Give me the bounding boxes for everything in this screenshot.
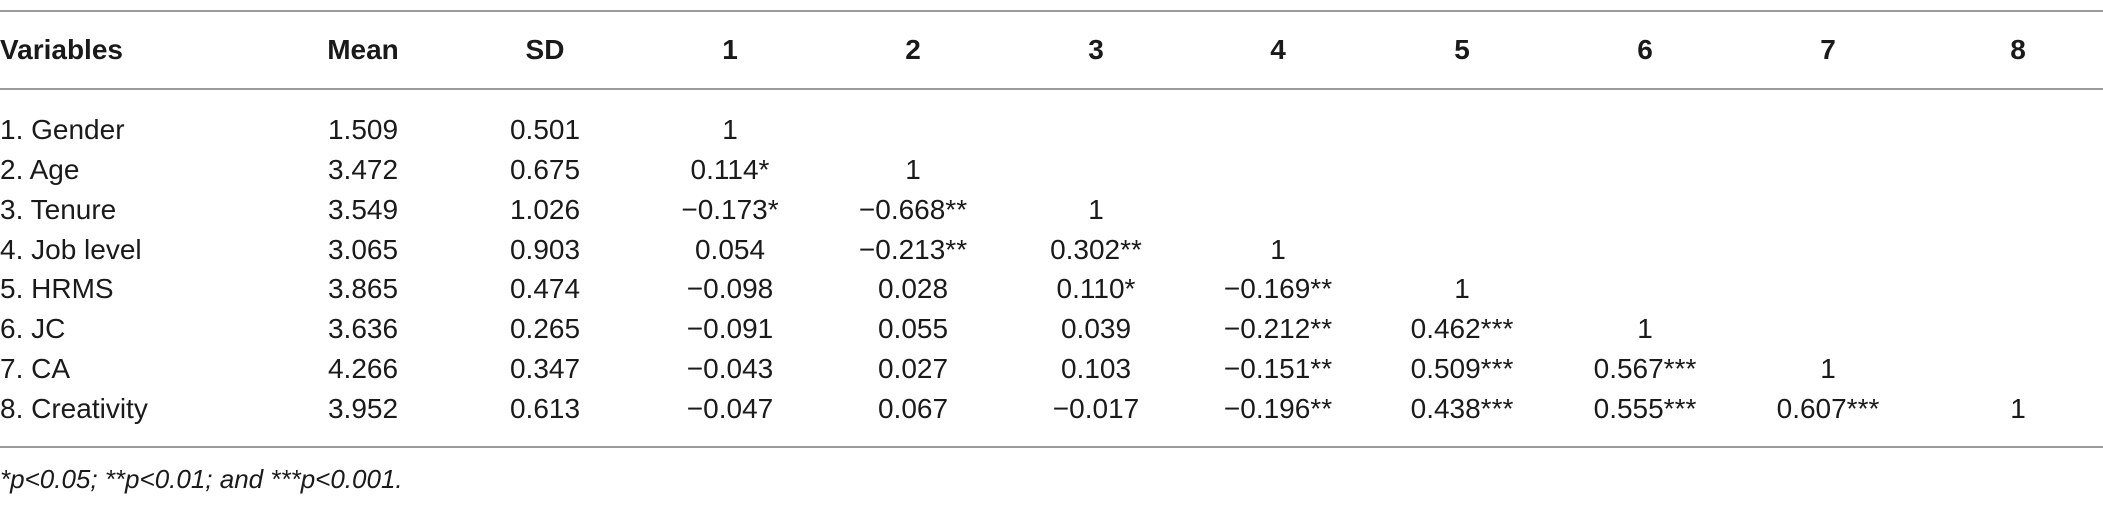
table-cell: 1 xyxy=(1088,194,1104,225)
table-cell: 0.613 xyxy=(509,393,581,424)
table-cell: 0.302** xyxy=(1050,234,1142,265)
table-cell: 1 xyxy=(905,154,921,185)
header-col-5: 5 xyxy=(1454,34,1470,65)
table-footnote: *p<0.05; **p<0.01; and ***p<0.001. xyxy=(0,464,403,494)
table-cell: 3.065 xyxy=(327,234,399,265)
table-cell: 0.054 xyxy=(694,234,766,265)
table-cell: 0.903 xyxy=(509,234,581,265)
table-cell: −0.668** xyxy=(858,194,968,225)
table-cell: 0.067 xyxy=(877,393,949,424)
table-cell: 3.636 xyxy=(327,313,399,344)
table-cell: 0.567*** xyxy=(1593,353,1697,384)
table-cell: −0.017 xyxy=(1052,393,1140,424)
table-cell: −0.043 xyxy=(686,353,774,384)
table-top-rule xyxy=(0,10,2103,12)
row-label: 6. JC xyxy=(0,313,66,344)
table-cell: 0.028 xyxy=(877,273,949,304)
header-col-mean: Mean xyxy=(327,34,399,65)
table-cell: 0.027 xyxy=(877,353,949,384)
table-cell: 1 xyxy=(1270,234,1286,265)
row-label: 8. Creativity xyxy=(0,393,148,424)
table-cell: 0.555*** xyxy=(1593,393,1697,424)
table-cell: 0.474 xyxy=(509,273,581,304)
table-cell: 1 xyxy=(1820,353,1836,384)
table-cell: 1 xyxy=(722,114,738,145)
table-cell: 0.438*** xyxy=(1410,393,1514,424)
table-cell: 0.607*** xyxy=(1776,393,1880,424)
table-cell: −0.098 xyxy=(686,273,774,304)
table-cell: 0.055 xyxy=(877,313,949,344)
table-cell: −0.212** xyxy=(1223,313,1333,344)
table-cell: 3.952 xyxy=(327,393,399,424)
table-cell: −0.047 xyxy=(686,393,774,424)
table-cell: −0.151** xyxy=(1223,353,1333,384)
header-col-1: 1 xyxy=(722,34,738,65)
table-cell: 0.103 xyxy=(1060,353,1132,384)
table-cell: −0.091 xyxy=(686,313,774,344)
header-col-8: 8 xyxy=(2010,34,2026,65)
header-col-7: 7 xyxy=(1820,34,1836,65)
table-cell: 1.026 xyxy=(509,194,581,225)
header-variables: Variables xyxy=(0,34,123,65)
table-cell: −0.169** xyxy=(1223,273,1333,304)
row-label: 2. Age xyxy=(0,154,80,185)
header-col-2: 2 xyxy=(905,34,921,65)
table-cell: 1 xyxy=(2010,393,2026,424)
table-cell: 1.509 xyxy=(327,114,399,145)
table-cell: −0.196** xyxy=(1223,393,1333,424)
table-cell: 1 xyxy=(1637,313,1653,344)
header-col-4: 4 xyxy=(1270,34,1286,65)
row-label: 1. Gender xyxy=(0,114,125,145)
row-label: 4. Job level xyxy=(0,234,142,265)
table-cell: 0.110* xyxy=(1056,273,1136,304)
table-cell: 0.509*** xyxy=(1410,353,1514,384)
table-bottom-rule xyxy=(0,446,2103,448)
table-cell: 4.266 xyxy=(327,353,399,384)
table-cell: 0.462*** xyxy=(1410,313,1514,344)
table-cell: 0.114* xyxy=(690,154,770,185)
table-header-rule xyxy=(0,88,2103,90)
table-cell: 0.265 xyxy=(509,313,581,344)
table-cell: 3.549 xyxy=(327,194,399,225)
header-col-sd: SD xyxy=(525,34,565,65)
row-label: 5. HRMS xyxy=(0,273,114,304)
table-cell: 0.675 xyxy=(509,154,581,185)
table-cell: 0.347 xyxy=(509,353,581,384)
table-cell: −0.173* xyxy=(681,194,779,225)
table-cell: 3.865 xyxy=(327,273,399,304)
row-label: 7. CA xyxy=(0,353,71,384)
table-cell: 0.039 xyxy=(1060,313,1132,344)
table-cell: −0.213** xyxy=(858,234,968,265)
row-label: 3. Tenure xyxy=(0,194,117,225)
header-col-3: 3 xyxy=(1088,34,1104,65)
table-cell: 1 xyxy=(1454,273,1470,304)
table-cell: 3.472 xyxy=(327,154,399,185)
header-col-6: 6 xyxy=(1637,34,1653,65)
table-cell: 0.501 xyxy=(509,114,581,145)
